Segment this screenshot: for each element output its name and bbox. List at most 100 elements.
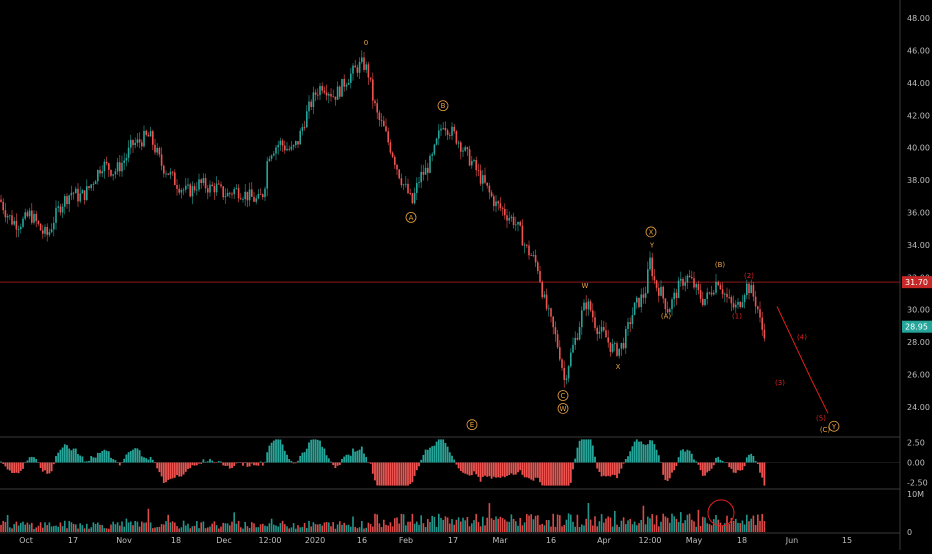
oscillator-bar xyxy=(490,462,493,479)
candle-body xyxy=(295,141,297,146)
volume-bar xyxy=(145,522,147,532)
candle-body xyxy=(407,183,409,194)
volume-bar xyxy=(79,523,81,532)
oscillator-bar xyxy=(499,462,502,478)
candle-body xyxy=(647,269,649,294)
candle-body xyxy=(605,330,607,338)
volume-bar xyxy=(345,525,348,532)
candle-body xyxy=(145,130,147,135)
candle-body xyxy=(198,179,200,190)
candle-body xyxy=(163,165,165,174)
oscillator-bar xyxy=(600,462,603,477)
volume-bar xyxy=(0,524,2,532)
candle-body xyxy=(603,327,605,331)
volume-bar xyxy=(24,524,26,532)
candle-body xyxy=(473,159,475,161)
oscillator-bar xyxy=(739,462,742,471)
oscillator-bar xyxy=(649,440,651,463)
candle-body xyxy=(640,294,642,308)
candle-body xyxy=(609,342,612,352)
volume-bar xyxy=(220,526,222,532)
volume-bar xyxy=(365,527,367,532)
oscillator-bar xyxy=(477,462,480,477)
volume-bar xyxy=(336,524,339,532)
candle-body xyxy=(453,126,455,132)
candle-body xyxy=(739,301,741,307)
candle-body xyxy=(574,337,576,345)
candle-body xyxy=(710,292,713,295)
candle-body xyxy=(6,215,9,218)
candle-body xyxy=(123,160,125,163)
oscillator-bar xyxy=(618,462,621,474)
candle-body xyxy=(598,331,601,334)
volume-bar xyxy=(486,517,488,532)
candle-body xyxy=(523,244,526,246)
candle-body xyxy=(240,198,242,200)
oscillator-bar xyxy=(642,444,645,463)
oscillator-bar xyxy=(530,462,533,480)
volume-bar xyxy=(174,522,176,532)
oscillator-bar xyxy=(387,462,390,486)
candle-body xyxy=(570,352,572,367)
oscillator-bar xyxy=(363,453,365,463)
oscillator-bar xyxy=(492,462,495,477)
oscillator-bar xyxy=(723,462,726,463)
volume-bar xyxy=(233,512,235,532)
volume-bar xyxy=(695,526,697,532)
candle-body xyxy=(136,139,139,143)
candle-body xyxy=(567,366,570,379)
volume-bar xyxy=(543,525,546,532)
oscillator-bar xyxy=(248,462,251,467)
volume-bar xyxy=(13,524,15,532)
wave-label: B xyxy=(441,102,446,110)
candle-body xyxy=(633,302,636,316)
volume-bar xyxy=(198,528,200,532)
volume-bar xyxy=(741,520,744,532)
volume-bar xyxy=(596,526,598,532)
candle-body xyxy=(185,185,187,190)
oscillator-bar xyxy=(301,452,304,463)
oscillator-bar xyxy=(400,462,403,486)
candle-body xyxy=(86,186,88,200)
volume-bar xyxy=(176,526,178,532)
wave-label-circle xyxy=(645,226,657,238)
volume-bar xyxy=(517,525,519,532)
oscillator-bar xyxy=(244,462,247,463)
candle-body xyxy=(116,162,119,172)
volume-bar xyxy=(277,526,279,532)
candle-body xyxy=(204,178,207,189)
candle-body xyxy=(343,78,345,87)
volume-bar xyxy=(72,523,75,532)
candle-body xyxy=(222,186,224,198)
candle-body xyxy=(110,169,112,176)
oscillator-bar xyxy=(193,462,196,466)
oscillator-bar xyxy=(420,459,423,463)
oscillator-bar xyxy=(30,456,33,463)
candle-body xyxy=(334,96,337,100)
candle-body xyxy=(149,131,152,137)
time-tick-label: Apr xyxy=(597,536,612,545)
oscillator-bar xyxy=(176,462,178,476)
candle-body xyxy=(297,141,299,145)
volume-bar xyxy=(187,523,189,532)
volume-bar xyxy=(163,524,165,532)
oscillator-bar xyxy=(94,457,97,463)
candle-body xyxy=(310,101,312,108)
candle-body xyxy=(37,221,40,224)
volume-bar xyxy=(394,518,396,532)
candle-body xyxy=(642,294,645,298)
candle-body xyxy=(59,206,62,213)
oscillator-bar xyxy=(349,455,352,463)
candle-body xyxy=(534,255,537,263)
oscillator-bar xyxy=(112,459,115,463)
volume-bar xyxy=(154,527,156,532)
volume-bar xyxy=(125,518,128,532)
oscillator-bar xyxy=(167,462,170,480)
time-tick-label: 16 xyxy=(357,536,367,545)
oscillator-bar xyxy=(169,462,172,479)
oscillator-bar xyxy=(288,459,291,463)
oscillator-bar xyxy=(149,457,152,463)
volume-bar xyxy=(376,514,378,532)
